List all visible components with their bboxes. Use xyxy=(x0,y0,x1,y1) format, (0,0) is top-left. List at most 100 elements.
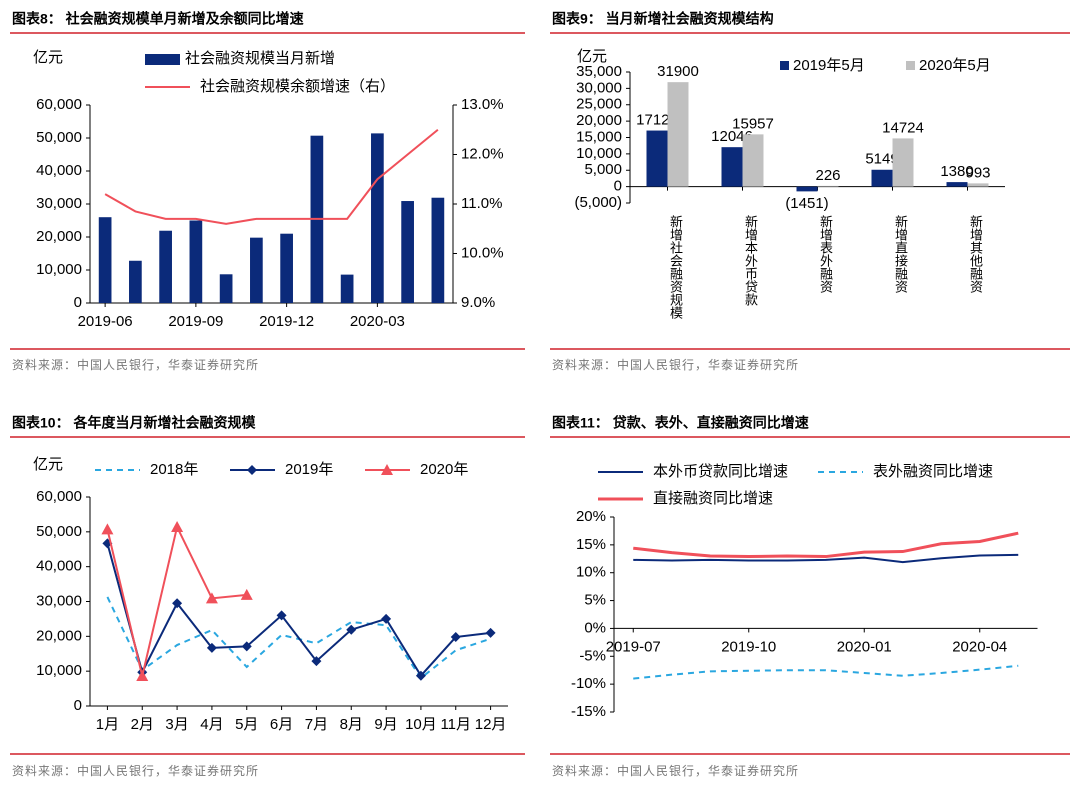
legend-swatch xyxy=(145,54,180,65)
y-tick-label: 60,000 xyxy=(36,488,82,505)
x-tick-label: 3月 xyxy=(165,716,188,733)
legend-label: 2019年 xyxy=(285,461,333,478)
legend-label: 社会融资规模余额增速（右） xyxy=(200,77,395,95)
y-tick-label: 40,000 xyxy=(36,558,82,575)
bar xyxy=(721,147,743,187)
legend-swatch xyxy=(780,61,789,70)
x-tick-label: 5月 xyxy=(235,716,258,733)
y-tick-label: 10% xyxy=(576,564,606,581)
point-marker xyxy=(101,523,114,535)
source-note: 资料来源：中国人民银行，华泰证券研究所 xyxy=(12,357,259,372)
y-tick-label: 10,000 xyxy=(576,145,622,162)
point-marker xyxy=(311,656,322,667)
bar xyxy=(189,220,203,303)
point-marker xyxy=(206,642,217,653)
y-tick-label: 15,000 xyxy=(576,128,622,145)
bar xyxy=(401,201,414,303)
legend-label: 表外融资同比增速 xyxy=(873,463,993,480)
bar xyxy=(219,274,233,303)
y-tick-label: 20% xyxy=(576,508,606,525)
y2-tick-label: 10.0% xyxy=(461,244,504,261)
point-marker xyxy=(450,632,461,643)
y-tick-label: 25,000 xyxy=(576,96,622,113)
value-label: 226 xyxy=(815,167,840,184)
source-note: 资料来源：中国人民银行，华泰证券研究所 xyxy=(552,357,799,372)
value-label: 14724 xyxy=(882,119,924,136)
value-label: (1451) xyxy=(785,195,828,212)
legend-swatch xyxy=(906,61,915,70)
y-tick-label: 0 xyxy=(74,697,82,714)
bar xyxy=(98,217,112,303)
x-tick-label: 新增直接融资 xyxy=(893,214,908,293)
x-tick-label: 新增其他融资 xyxy=(968,214,983,293)
bar xyxy=(817,185,839,187)
x-tick-label: 10月 xyxy=(405,716,437,733)
value-label: 5149 xyxy=(865,151,898,168)
x-tick-label: 2019-09 xyxy=(168,313,223,330)
y-tick-label: 5,000 xyxy=(584,161,622,178)
bar xyxy=(646,130,668,187)
point-marker xyxy=(136,670,149,682)
series-line xyxy=(633,664,1019,680)
x-tick-label: 11月 xyxy=(440,716,471,733)
x-tick-label: 9月 xyxy=(374,716,397,733)
x-tick-label: 2020-01 xyxy=(837,638,892,655)
x-tick-label: 2019-10 xyxy=(721,638,776,655)
chart-title: 图表10： 各年度当月新增社会融资规模 xyxy=(12,415,256,431)
point-marker xyxy=(241,641,252,652)
y-tick-label: 40,000 xyxy=(36,162,82,179)
x-tick-label: 4月 xyxy=(200,716,223,733)
y-axis-unit: 亿元 xyxy=(33,456,63,473)
point-marker xyxy=(205,592,218,604)
x-tick-label: 8月 xyxy=(340,716,363,733)
x-tick-label: 2020-04 xyxy=(952,638,1007,655)
point-marker xyxy=(485,627,496,638)
x-tick-label: 1月 xyxy=(96,716,119,733)
legend-label: 2018年 xyxy=(150,461,198,478)
bar xyxy=(946,182,968,187)
bar xyxy=(796,186,818,192)
bar xyxy=(892,138,914,187)
bar xyxy=(871,169,893,187)
y-tick-label: 10,000 xyxy=(36,662,82,679)
x-tick-label: 新增社会融资规模 xyxy=(668,214,683,319)
legend-label: 本外币贷款同比增速 xyxy=(653,463,788,480)
y-tick-label: 35,000 xyxy=(576,63,622,80)
x-tick-label: 2月 xyxy=(131,716,154,733)
legend-marker xyxy=(247,465,257,475)
legend-marker xyxy=(381,464,393,475)
bar xyxy=(280,233,293,303)
legend-label: 2020年5月 xyxy=(919,57,991,74)
point-marker xyxy=(381,613,392,624)
x-tick-label: 6月 xyxy=(270,716,293,733)
y-tick-label: 30,000 xyxy=(36,195,82,212)
y-tick-label: 0 xyxy=(614,178,622,195)
source-note: 资料来源：中国人民银行，华泰证券研究所 xyxy=(12,763,259,778)
y-tick-label: 0 xyxy=(74,294,82,311)
y2-tick-label: 13.0% xyxy=(461,96,504,113)
y-tick-label: -5% xyxy=(579,647,606,664)
y-tick-label: 50,000 xyxy=(36,129,82,146)
y2-tick-label: 12.0% xyxy=(461,145,504,162)
x-tick-label: 新增表外融资 xyxy=(818,214,833,293)
bar xyxy=(250,237,263,303)
bar xyxy=(129,260,142,303)
x-tick-label: 7月 xyxy=(305,716,328,733)
point-marker xyxy=(415,670,426,681)
value-label: 1380 xyxy=(940,163,973,180)
y-tick-label: 50,000 xyxy=(36,523,82,540)
point-marker xyxy=(240,588,253,600)
y-tick-label: 30,000 xyxy=(36,592,82,609)
series-line xyxy=(633,531,1019,559)
x-tick-label: 2019-12 xyxy=(259,313,314,330)
bar xyxy=(742,134,764,187)
y-axis-unit: 亿元 xyxy=(577,48,607,65)
series-line xyxy=(104,128,439,225)
value-label: 15957 xyxy=(732,115,774,132)
y-tick-label: 15% xyxy=(576,536,606,553)
y-tick-label: (5,000) xyxy=(574,194,622,211)
y2-tick-label: 9.0% xyxy=(461,294,495,311)
y-tick-label: 20,000 xyxy=(36,627,82,644)
